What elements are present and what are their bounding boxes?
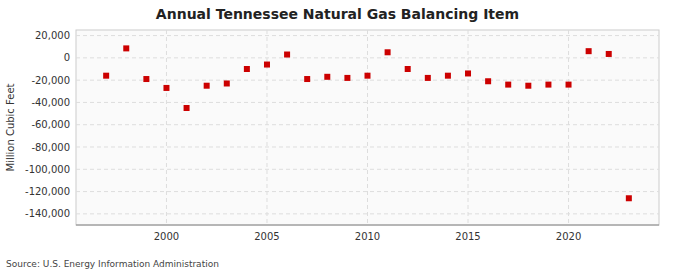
point <box>204 83 210 89</box>
y-tick-label: -120,000 <box>25 186 70 197</box>
x-tick-label: 2015 <box>455 231 480 242</box>
y-grid-line <box>76 169 659 170</box>
point <box>626 195 632 201</box>
x-grid-line <box>568 30 569 225</box>
point <box>485 78 491 84</box>
point <box>324 74 330 80</box>
y-tick-label: -100,000 <box>25 164 70 175</box>
x-grid-line <box>266 30 267 225</box>
title: Annual Tennessee Natural Gas Balancing I… <box>156 6 519 22</box>
y-axis-label: Million Cubic Feet <box>5 83 16 171</box>
x-tick-label: 2000 <box>154 231 179 242</box>
point <box>344 75 350 81</box>
point <box>405 66 411 72</box>
y-tick-label: -140,000 <box>25 208 70 219</box>
x-grid-line <box>367 30 368 225</box>
plot-frame <box>76 30 659 225</box>
point <box>505 82 511 88</box>
point <box>163 85 169 91</box>
point <box>184 105 190 111</box>
chart: 20,000 0 -20,000 -40,000 -60,000 -80,000 -100,… <box>0 0 675 275</box>
source-note: Source: U.S. Energy Information Administ… <box>6 259 219 269</box>
y-tick-label: 20,000 <box>35 30 70 41</box>
point <box>606 51 612 57</box>
point <box>244 66 250 72</box>
y-grid-line <box>76 35 659 36</box>
point <box>566 82 572 88</box>
y-tick-label: -60,000 <box>31 119 70 130</box>
point <box>385 49 391 55</box>
point <box>545 82 551 88</box>
point <box>304 76 310 82</box>
y-tick-label: 0 <box>64 52 70 63</box>
point <box>525 83 531 89</box>
x-axis: 2000 2005 2010 2015 2020 <box>154 30 582 242</box>
point <box>264 62 270 68</box>
x-tick-label: 2010 <box>355 231 380 242</box>
y-tick-label: -20,000 <box>31 75 70 86</box>
point <box>224 80 230 86</box>
y-grid-line <box>76 147 659 148</box>
x-tick-label: 2005 <box>254 231 279 242</box>
y-tick-label: -40,000 <box>31 97 70 108</box>
x-grid-line <box>468 30 469 225</box>
points <box>103 45 632 201</box>
point <box>284 52 290 58</box>
point <box>445 73 451 79</box>
point <box>586 48 592 54</box>
point <box>123 45 129 51</box>
point <box>143 76 149 82</box>
y-tick-label: -80,000 <box>31 142 70 153</box>
x-grid-line <box>166 30 167 225</box>
x-tick-label: 2020 <box>556 231 581 242</box>
point <box>425 75 431 81</box>
y-axis: 20,000 0 -20,000 -40,000 -60,000 -80,000 -100,… <box>25 30 659 219</box>
x-axis-line <box>76 225 659 226</box>
point <box>365 73 371 79</box>
point <box>103 73 109 79</box>
point <box>465 70 471 76</box>
